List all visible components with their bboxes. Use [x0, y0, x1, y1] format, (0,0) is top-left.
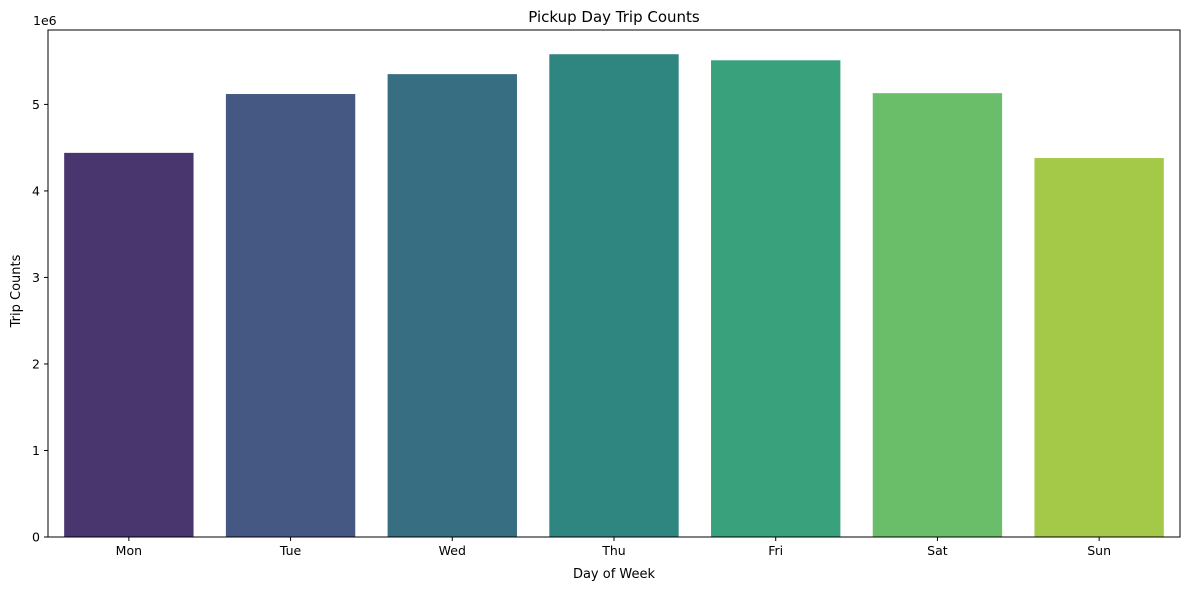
bar-mon	[64, 152, 194, 537]
x-tick-label: Wed	[439, 543, 466, 558]
y-tick-label: 4	[32, 183, 40, 198]
bars-group	[64, 54, 1164, 538]
bar-tue	[225, 94, 356, 537]
plot-frame	[47, 29, 1181, 538]
y-axis-ticks: 0 1 2 3 4 5	[32, 97, 48, 545]
x-axis-ticks: Mon Tue Wed Thu Fri Sat Sun	[116, 537, 1111, 558]
bar-wed	[387, 74, 517, 537]
x-tick-label: Sun	[1087, 543, 1111, 558]
y-tick-label: 3	[32, 270, 40, 285]
y-tick-label: 2	[32, 356, 40, 371]
bar-sat	[872, 93, 1003, 538]
y-tick-label: 1	[32, 443, 40, 458]
x-tick-label: Fri	[768, 543, 783, 558]
chart-title: Pickup Day Trip Counts	[528, 8, 700, 26]
y-axis-multiplier: 1e6	[33, 13, 57, 28]
bar-fri	[711, 60, 841, 538]
x-axis-label: Day of Week	[573, 567, 656, 582]
x-tick-label: Thu	[601, 543, 625, 558]
bar-sun	[1034, 158, 1164, 537]
y-tick-label: 5	[32, 97, 40, 112]
y-axis-label: Trip Counts	[9, 254, 24, 328]
x-tick-label: Mon	[116, 543, 142, 558]
x-tick-label: Sat	[927, 543, 948, 558]
bar-thu	[549, 54, 679, 538]
y-tick-label: 0	[32, 530, 40, 545]
x-tick-label: Tue	[279, 543, 302, 558]
